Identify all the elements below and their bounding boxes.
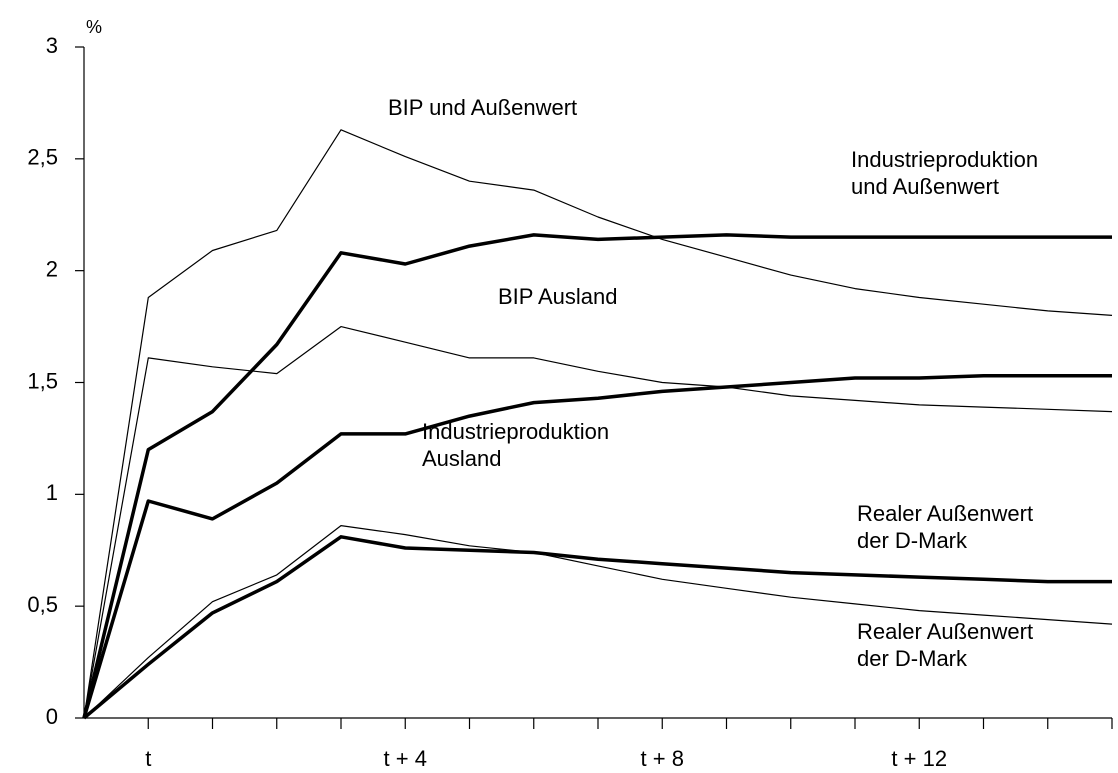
series-label: Industrieproduktion Ausland: [422, 419, 610, 471]
series-label: Realer Außenwert der D-Mark: [857, 501, 1034, 553]
x-tick-label: t: [145, 746, 151, 771]
series-line: [83, 326, 1113, 719]
series-label: BIP und Außenwert: [388, 95, 578, 120]
series-line: [82, 374, 1112, 719]
series-line: [82, 535, 1112, 720]
y-axis-label: %: [86, 17, 102, 37]
y-tick-label: 3: [46, 33, 58, 58]
y-tick-label: 1,5: [27, 368, 58, 393]
series-line: [83, 525, 1113, 719]
y-tick-label: 2,5: [27, 145, 58, 170]
x-tick-label: t + 12: [891, 746, 947, 771]
series-line: [82, 233, 1112, 719]
series-line: [83, 129, 1113, 719]
y-tick-label: 0: [46, 704, 58, 729]
y-tick-label: 2: [46, 256, 58, 281]
series-label: Industrieproduktion und Außenwert: [851, 147, 1039, 199]
x-tick-label: t + 4: [384, 746, 427, 771]
x-tick-label: t + 8: [641, 746, 684, 771]
series-label: BIP Ausland: [498, 284, 618, 309]
y-tick-label: 1: [46, 480, 58, 505]
series-label: Realer Außenwert der D-Mark: [857, 619, 1034, 671]
y-tick-label: 0,5: [27, 592, 58, 617]
